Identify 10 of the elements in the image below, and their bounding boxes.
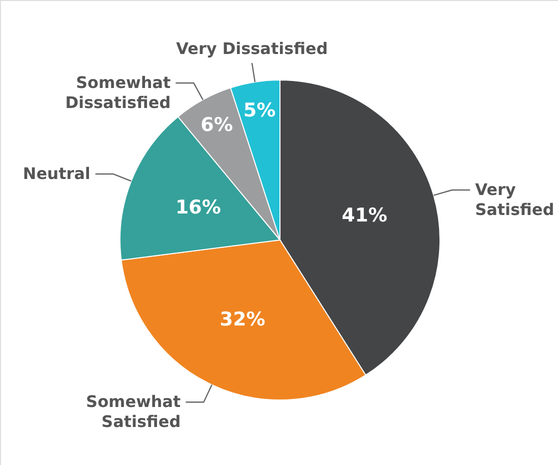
- data-label: 41%: [342, 204, 388, 226]
- slice-label: Very Dissatisfied: [176, 39, 328, 58]
- data-label: 16%: [175, 196, 221, 219]
- data-label: 32%: [220, 308, 266, 331]
- slice-label: Somewhat Dissatisfied: [65, 72, 172, 112]
- slice-label: Somewhat Satisfied: [86, 392, 182, 432]
- slice-label: Neutral: [22, 164, 90, 184]
- data-label: 5%: [243, 99, 276, 122]
- slice-label: Very Satisfied: [475, 180, 554, 220]
- data-label: 6%: [200, 114, 233, 136]
